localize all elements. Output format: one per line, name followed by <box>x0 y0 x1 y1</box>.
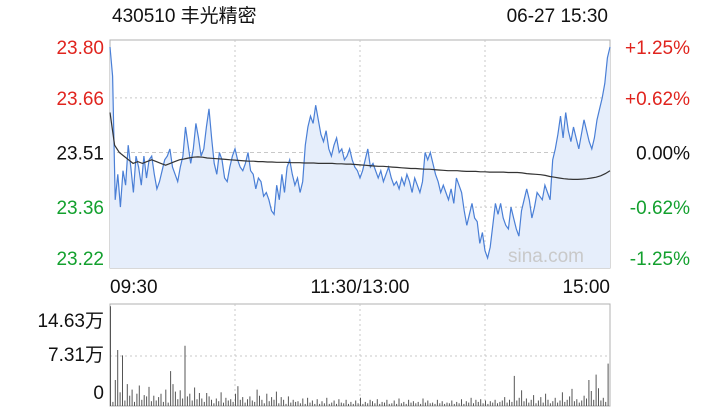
volume-grid <box>110 304 610 406</box>
time-tick-close: 15:00 <box>562 277 610 298</box>
percent-tick: -0.62% <box>630 198 690 219</box>
price-axis: 23.80 23.66 23.51 23.36 23.22 <box>56 38 104 270</box>
price-tick: 23.22 <box>56 249 104 270</box>
volume-axis: 14.63万 7.31万 0 <box>37 311 104 404</box>
time-tick-open: 09:30 <box>110 277 158 298</box>
percent-tick: -1.25% <box>630 249 690 270</box>
price-tick: 23.80 <box>56 38 104 59</box>
price-tick: 23.66 <box>56 89 104 110</box>
volume-tick-max: 14.63万 <box>37 311 104 332</box>
watermark: sina.com <box>508 246 584 267</box>
time-axis: 09:30 11:30/13:00 15:00 <box>110 277 610 298</box>
percent-tick: 0.00% <box>636 144 690 165</box>
volume-tick-zero: 0 <box>93 383 104 404</box>
percent-tick: +0.62% <box>625 89 690 110</box>
volume-bars <box>110 306 609 406</box>
price-series-line <box>109 46 611 261</box>
time-tick-midday: 11:30/13:00 <box>311 277 410 298</box>
price-tick: 23.51 <box>56 144 104 165</box>
stock-title: 430510 丰光精密 <box>112 5 257 27</box>
average-price-line <box>109 112 611 180</box>
price-tick: 23.36 <box>56 198 104 219</box>
percent-axis: +1.25% +0.62% 0.00% -0.62% -1.25% <box>625 38 690 270</box>
volume-tick-mid: 7.31万 <box>48 345 104 366</box>
price-area-fill <box>110 47 610 268</box>
quote-datetime: 06-27 15:30 <box>507 6 608 27</box>
percent-tick: +1.25% <box>625 38 690 59</box>
